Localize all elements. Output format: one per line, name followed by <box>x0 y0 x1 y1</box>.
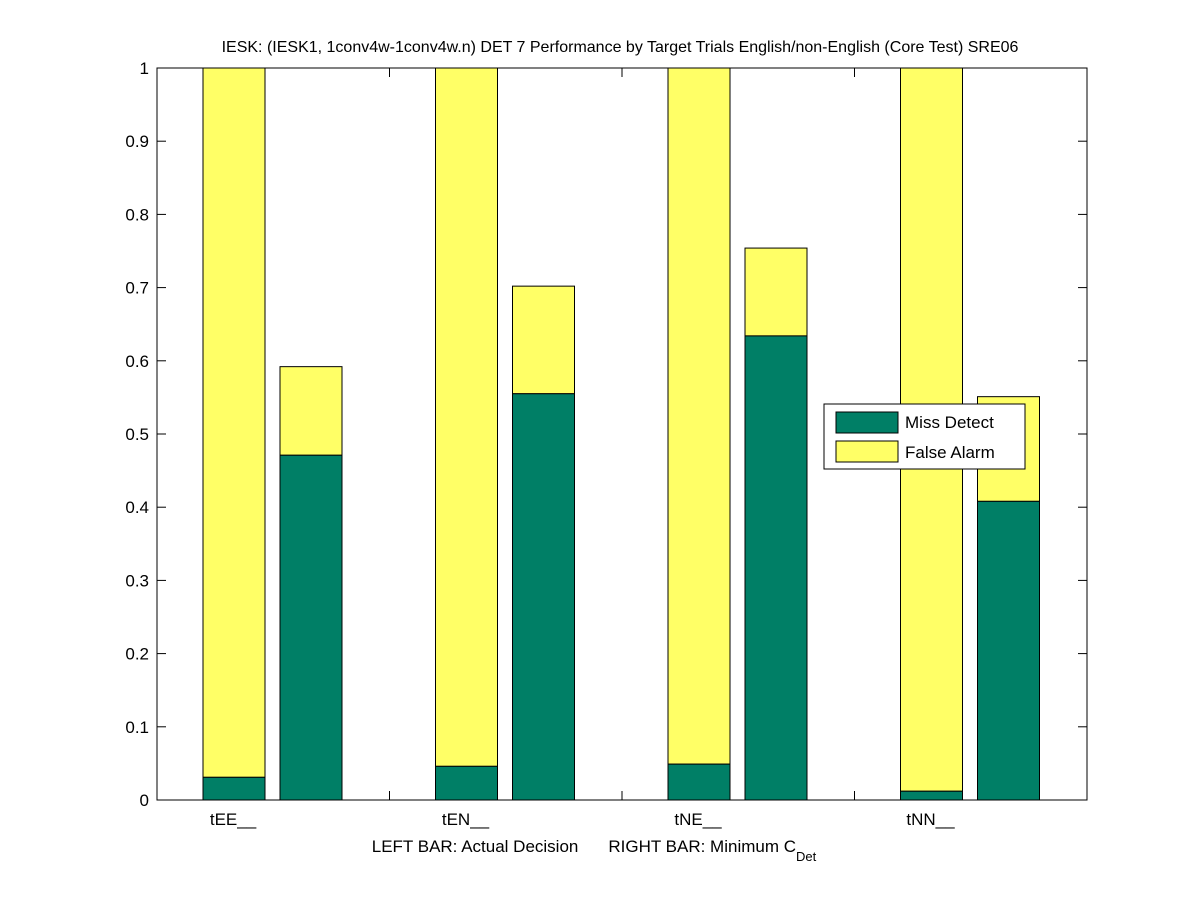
y-tick-label: 0.8 <box>125 205 149 224</box>
bar-miss-detect-tNN-left <box>900 790 963 801</box>
xlabel-right-subscript: Det <box>796 849 817 864</box>
bar-false-alarm-tNE-right <box>744 247 808 337</box>
bar-miss-detect-tEE-left <box>202 776 266 801</box>
y-tick-label: 0 <box>140 791 149 810</box>
bar-miss-detect-tEN-right <box>512 393 575 801</box>
bar-miss-detect-tEN-left <box>435 765 498 801</box>
bar-false-alarm-tEN-right <box>512 285 575 395</box>
bars-group <box>202 67 1040 801</box>
y-tick-label: 0.9 <box>125 132 149 151</box>
y-tick-label: 0.1 <box>125 718 149 737</box>
legend-label-miss-detect: Miss Detect <box>905 413 994 432</box>
bar-false-alarm-tNE-left <box>667 67 731 765</box>
bar-false-alarm-tEE-right <box>279 366 343 456</box>
y-tick-label: 0.5 <box>125 425 149 444</box>
bar-false-alarm-tEE-left <box>202 67 266 778</box>
xlabel-right: RIGHT BAR: Minimum C <box>608 837 796 856</box>
bar-miss-detect-tEE-right <box>279 454 343 801</box>
legend-label-false-alarm: False Alarm <box>905 443 995 462</box>
x-tick-label: tNE__ <box>674 810 722 829</box>
y-tick-label: 0.3 <box>125 571 149 590</box>
x-tick-label: tNN__ <box>906 810 955 829</box>
xlabel-left: LEFT BAR: Actual Decision <box>372 837 579 856</box>
x-axis-label: LEFT BAR: Actual Decision RIGHT BAR: Mini… <box>372 837 817 864</box>
y-tick-label: 0.2 <box>125 645 149 664</box>
x-tick-label: tEN__ <box>442 810 490 829</box>
y-tick-label: 0.4 <box>125 498 149 517</box>
y-tick-label: 0.6 <box>125 352 149 371</box>
x-tick-label: tEE__ <box>210 810 257 829</box>
legend-swatch-miss-detect <box>835 411 899 434</box>
chart-title: IESK: (IESK1, 1conv4w-1conv4w.n) DET 7 P… <box>222 39 1019 56</box>
axis-ticks: 0 0.1 0.2 0.3 0.4 0.5 0.6 0.7 0.8 0.9 1 tEE__ tEN__ t… <box>125 59 1087 829</box>
y-tick-label: 1 <box>140 59 149 78</box>
legend-swatch-false-alarm <box>835 440 899 463</box>
legend: Miss Detect False Alarm <box>823 403 1026 470</box>
bar-miss-detect-tNN-right <box>977 500 1040 801</box>
bar-miss-detect-tNE-right <box>744 335 808 801</box>
bar-false-alarm-tEN-left <box>435 67 498 767</box>
y-tick-label: 0.7 <box>125 279 149 298</box>
bar-miss-detect-tNE-left <box>667 763 731 801</box>
